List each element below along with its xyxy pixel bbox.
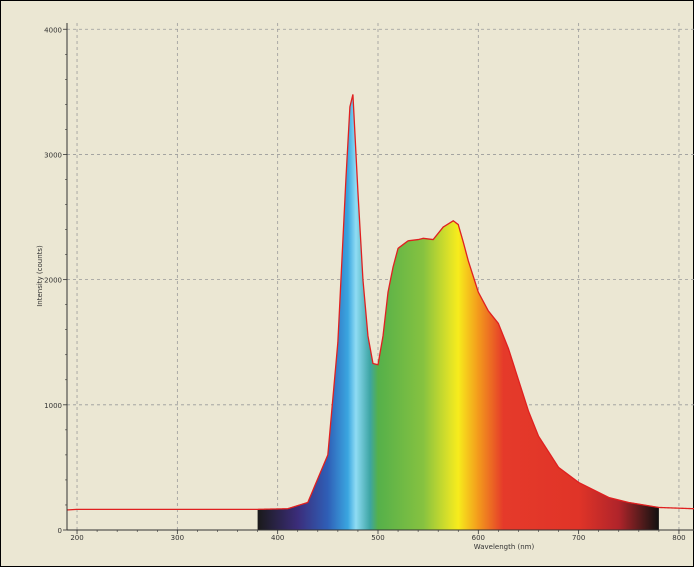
y-axis-label: Intensity (counts) [36,245,44,307]
y-tick-label: 4000 [44,26,62,34]
spectrum-fill [257,94,659,530]
x-tick-label: 200 [70,534,83,542]
axes [63,23,694,534]
tick-labels: 200 300 400 500 600 700 800 0 1000 2000 3000 4000 [44,26,685,542]
y-tick-label: 3000 [44,151,62,159]
spectrum-area [67,94,694,530]
y-tick-label: 2000 [44,277,62,285]
x-tick-label: 500 [371,534,384,542]
x-tick-label: 800 [672,534,685,542]
x-axis-label: Wavelength (nm) [474,543,535,551]
spectrum-line [67,94,694,511]
y-tick-label: 0 [58,527,62,535]
x-tick-label: 700 [572,534,585,542]
x-tick-label: 400 [271,534,284,542]
x-tick-label: 600 [472,534,485,542]
y-tick-label: 1000 [44,402,62,410]
x-tick-label: 300 [171,534,184,542]
grid [67,23,694,530]
